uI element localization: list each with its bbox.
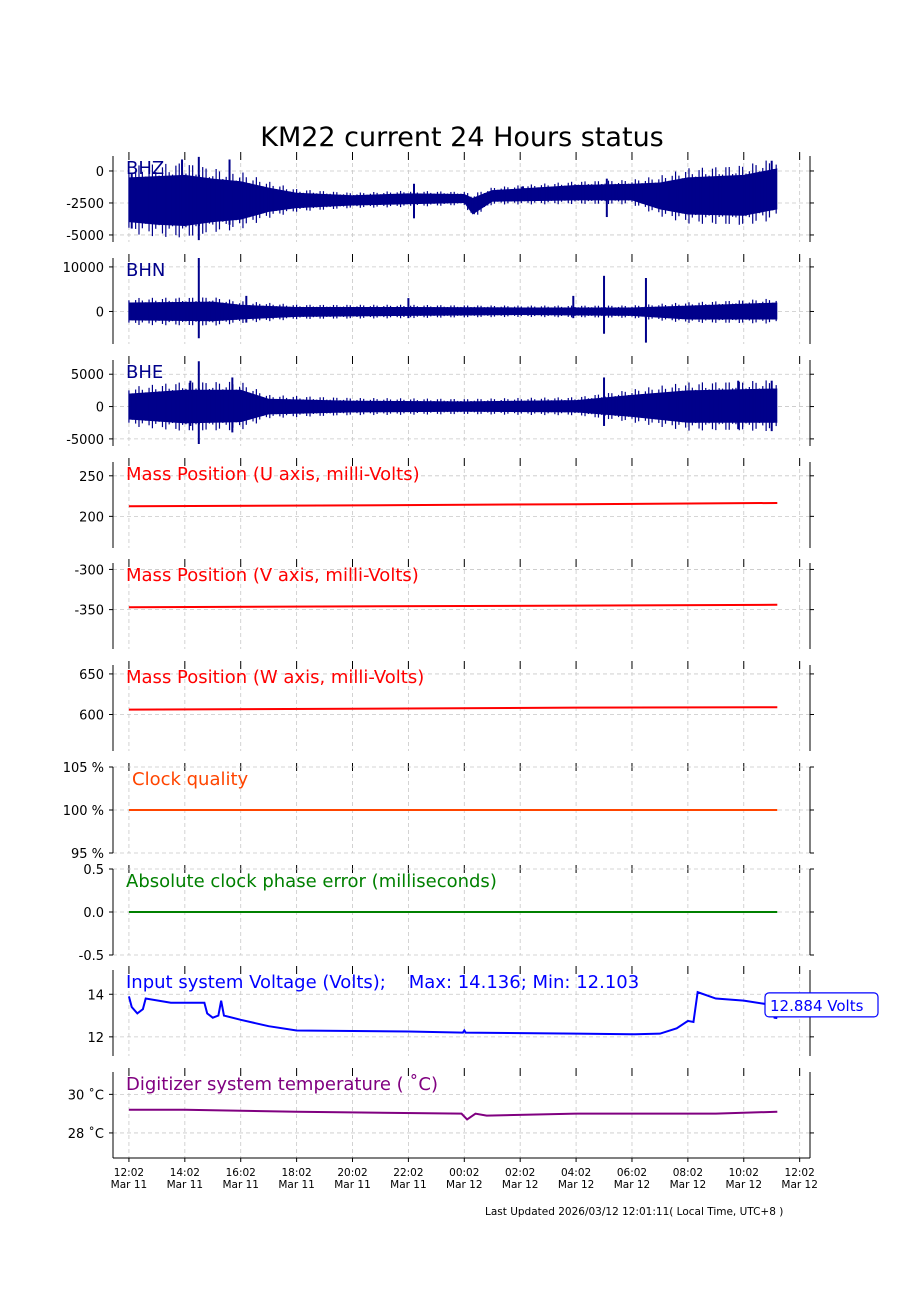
y-tick-label: -0.5 xyxy=(79,949,104,964)
panel-label-mass-u: Mass Position (U axis, milli-Volts) xyxy=(126,464,420,485)
x-tick-label-date: Mar 12 xyxy=(781,1179,818,1191)
waveform-envelope-BHN xyxy=(128,301,778,322)
series-line-mass-w xyxy=(128,706,778,711)
x-tick-label-date: Mar 11 xyxy=(111,1179,148,1191)
y-tick-label: 0 xyxy=(96,305,104,320)
x-tick-label-time: 06:02 xyxy=(617,1167,647,1179)
x-tick-label-date: Mar 11 xyxy=(278,1179,315,1191)
y-tick-label: 95 % xyxy=(71,847,104,862)
y-tick-label: 200 xyxy=(79,510,104,525)
y-tick-label: 600 xyxy=(79,708,104,723)
x-tick-label-date: Mar 12 xyxy=(614,1179,651,1191)
x-tick-label-date: Mar 12 xyxy=(558,1179,595,1191)
panel-clock-phase-error: 0.5 0.0 -0.5 Absolute clock phase error (mi… xyxy=(79,863,814,964)
panel-label-clock-phase-error: Absolute clock phase error (milliseconds… xyxy=(126,871,497,892)
panel-label-mass-w: Mass Position (W axis, milli-Volts) xyxy=(126,667,424,688)
y-tick-label: 30 ˚C xyxy=(68,1087,104,1103)
x-tick-label-time: 12:02 xyxy=(785,1167,815,1179)
x-tick-label-date: Mar 11 xyxy=(167,1179,204,1191)
panel-temperature: 30 ˚C 28 ˚C Digitizer system temperature (… xyxy=(68,1068,814,1159)
y-tick-label: 10000 xyxy=(63,261,104,276)
panel-label-BHZ: BHZ xyxy=(126,158,164,179)
panel-label-mass-v: Mass Position (V axis, milli-Volts) xyxy=(126,565,419,586)
y-tick-label: -5000 xyxy=(66,433,104,448)
panel-label-BHE: BHE xyxy=(126,362,163,383)
x-tick-label-time: 22:02 xyxy=(393,1167,423,1179)
x-tick-label-time: 14:02 xyxy=(170,1167,200,1179)
x-tick-label-time: 02:02 xyxy=(505,1167,535,1179)
x-tick-label-time: 16:02 xyxy=(226,1167,256,1179)
waveform-envelope-BHZ xyxy=(128,168,778,227)
annotation-box xyxy=(764,992,879,1018)
x-tick-label-date: Mar 12 xyxy=(726,1179,763,1191)
last-updated-text: Last Updated 2026/03/12 12:01:11( Local … xyxy=(485,1206,784,1218)
y-tick-label: 5000 xyxy=(71,368,104,383)
panel-clock-quality: 105 % 100 % 95 % Clock quality xyxy=(63,761,814,862)
y-tick-label: 0 xyxy=(96,165,104,180)
series-line-mass-u xyxy=(128,501,778,508)
x-tick-label-time: 12:02 xyxy=(114,1167,144,1179)
panel-mass-v: -300 -350 Mass Position (V axis, milli-Vol… xyxy=(74,559,814,649)
y-tick-label: 12 xyxy=(87,1031,104,1046)
x-tick-label-date: Mar 11 xyxy=(222,1179,259,1191)
y-tick-label: 0.5 xyxy=(83,863,104,878)
y-tick-label: 105 % xyxy=(63,761,104,776)
y-tick-label: 650 xyxy=(79,668,104,683)
x-tick-label-date: Mar 12 xyxy=(502,1179,539,1191)
current-voltage-annotation: 12.884 Volts xyxy=(770,997,864,1015)
x-tick-label-date: Mar 12 xyxy=(446,1179,483,1191)
panel-mass-u: 250 200 Mass Position (U axis, milli-Volts… xyxy=(79,458,814,548)
x-tick-label-date: Mar 12 xyxy=(670,1179,707,1191)
panel-BHE: 5000 0 -5000 BHE xyxy=(66,356,814,448)
y-tick-label: 100 % xyxy=(63,804,104,819)
x-tick-label-time: 10:02 xyxy=(729,1167,759,1179)
x-tick-label-time: 04:02 xyxy=(561,1167,591,1179)
panel-label-BHN: BHN xyxy=(126,260,165,281)
panel-label-temperature: Digitizer system temperature ( ˚C) xyxy=(126,1074,438,1095)
panel-mass-w: 650 600 Mass Position (W axis, milli-Volts… xyxy=(79,661,814,751)
series-line-input-voltage xyxy=(127,990,778,1036)
y-tick-label: -2500 xyxy=(66,197,104,212)
x-tick-label-time: 20:02 xyxy=(337,1167,367,1179)
panel-BHZ: 0 -2500 -5000 BHZ xyxy=(66,152,814,244)
x-tick-label-time: 00:02 xyxy=(449,1167,479,1179)
x-tick-label-date: Mar 11 xyxy=(390,1179,427,1191)
y-tick-label: -350 xyxy=(74,604,104,619)
y-tick-label: -5000 xyxy=(66,229,104,244)
x-tick-label-time: 18:02 xyxy=(281,1167,311,1179)
series-line-mass-v xyxy=(128,603,778,609)
y-tick-label: 0.0 xyxy=(83,906,104,921)
panel-label-clock-quality: Clock quality xyxy=(132,769,249,790)
series-line-temperature xyxy=(128,1108,778,1121)
chart-title: KM22 current 24 Hours status xyxy=(260,122,664,153)
x-tick-label-time: 08:02 xyxy=(673,1167,703,1179)
y-tick-label: 250 xyxy=(79,470,104,485)
panel-BHN: 10000 0 BHN xyxy=(63,254,814,344)
y-tick-label: 14 xyxy=(87,988,104,1003)
y-tick-label: 28 ˚C xyxy=(68,1126,104,1142)
x-tick-label-date: Mar 11 xyxy=(334,1179,371,1191)
y-tick-label: 0 xyxy=(96,401,104,416)
panel-input-voltage: 14 12 Input system Voltage (Volts); Max: 1… xyxy=(87,966,879,1056)
panel-label-input-voltage: Input system Voltage (Volts); Max: 14.13… xyxy=(126,972,639,993)
y-tick-label: -300 xyxy=(74,563,104,578)
